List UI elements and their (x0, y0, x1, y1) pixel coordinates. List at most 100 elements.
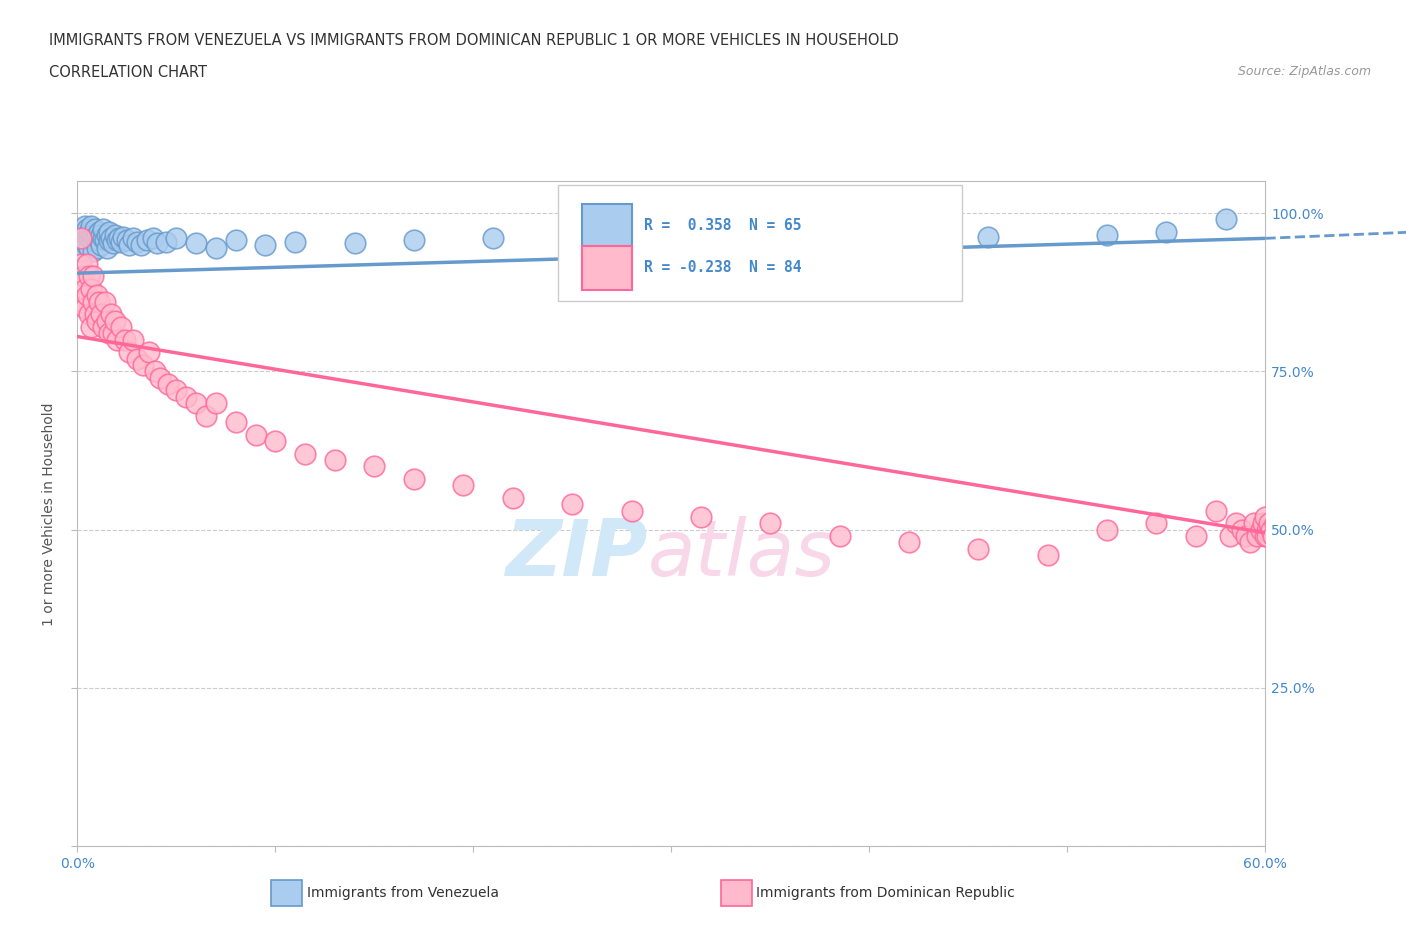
Point (1219, 528, 1241, 543)
Point (76, 288, 98, 303)
Point (77, 231, 100, 246)
Point (86, 313, 108, 328)
Point (264, 433, 287, 448)
Point (86, 228, 108, 243)
Point (323, 453, 346, 468)
Point (87, 294, 110, 309)
Text: atlas: atlas (648, 516, 835, 591)
Point (80, 282, 103, 297)
Point (76, 257, 98, 272)
Point (155, 234, 177, 249)
Point (1225, 516, 1247, 531)
Point (1250, 523, 1272, 538)
Point (1253, 516, 1275, 531)
Point (72, 269, 94, 284)
Point (96, 313, 118, 328)
Point (1156, 224, 1178, 239)
Text: R =  0.358  N = 65: R = 0.358 N = 65 (644, 219, 801, 233)
Point (91, 231, 114, 246)
Text: CORRELATION CHART: CORRELATION CHART (49, 65, 207, 80)
Point (94, 294, 117, 309)
Point (482, 231, 505, 246)
Point (402, 472, 425, 486)
Point (131, 357, 153, 372)
Point (502, 490, 524, 505)
Point (1268, 535, 1291, 550)
Point (402, 232, 425, 247)
Point (561, 497, 583, 512)
Point (111, 230, 134, 245)
Point (1146, 516, 1168, 531)
Point (80, 219, 103, 233)
Point (1256, 528, 1278, 543)
Point (1215, 212, 1237, 227)
Point (84, 231, 107, 246)
Point (1264, 516, 1286, 531)
Point (110, 320, 132, 335)
Point (110, 234, 132, 249)
Point (104, 228, 127, 243)
Point (86, 288, 108, 303)
Point (96, 241, 118, 256)
Point (294, 446, 316, 461)
Point (186, 395, 208, 410)
Point (76, 228, 98, 243)
FancyBboxPatch shape (582, 246, 633, 290)
Point (205, 395, 228, 410)
Text: IMMIGRANTS FROM VENEZUELA VS IMMIGRANTS FROM DOMINICAN REPUBLIC 1 OR MORE VEHICL: IMMIGRANTS FROM VENEZUELA VS IMMIGRANTS … (49, 33, 898, 47)
Point (82, 228, 104, 243)
Point (1270, 516, 1292, 531)
Point (86, 234, 108, 249)
Point (135, 232, 157, 247)
Point (76, 237, 98, 252)
Point (87, 232, 110, 247)
Point (828, 528, 851, 543)
Point (129, 237, 152, 252)
Point (125, 234, 148, 249)
Point (80, 320, 103, 335)
Point (80, 226, 103, 241)
Point (91, 221, 114, 236)
Point (80, 232, 103, 247)
Point (100, 231, 122, 246)
Point (84, 307, 107, 322)
Point (205, 241, 228, 256)
Point (86, 241, 108, 256)
Point (759, 516, 782, 531)
Text: Immigrants from Venezuela: Immigrants from Venezuela (307, 885, 499, 900)
Point (82, 269, 104, 284)
Point (157, 377, 180, 392)
Point (108, 231, 131, 246)
Point (138, 345, 160, 360)
Point (245, 427, 267, 442)
Point (225, 232, 247, 247)
Point (186, 236, 208, 251)
Point (94, 232, 117, 247)
Point (118, 345, 141, 360)
Point (101, 236, 124, 251)
Point (1272, 523, 1295, 538)
Text: R = -0.238  N = 84: R = -0.238 N = 84 (644, 260, 801, 275)
Point (75, 282, 97, 297)
Point (75, 300, 97, 315)
Point (105, 332, 128, 347)
Point (82, 234, 104, 249)
Point (90, 237, 112, 252)
Point (1036, 548, 1059, 563)
Point (284, 234, 307, 249)
Point (70, 257, 93, 272)
Point (72, 244, 94, 259)
Point (101, 326, 124, 340)
Point (1258, 516, 1281, 531)
Point (1234, 528, 1257, 543)
Point (1239, 535, 1261, 550)
Point (453, 478, 475, 493)
Point (1260, 523, 1282, 538)
Point (76, 221, 98, 236)
Point (690, 510, 713, 525)
Text: ZIP: ZIP (505, 516, 648, 591)
Point (143, 364, 166, 379)
Point (195, 408, 218, 423)
Point (174, 390, 197, 405)
Point (620, 503, 643, 518)
